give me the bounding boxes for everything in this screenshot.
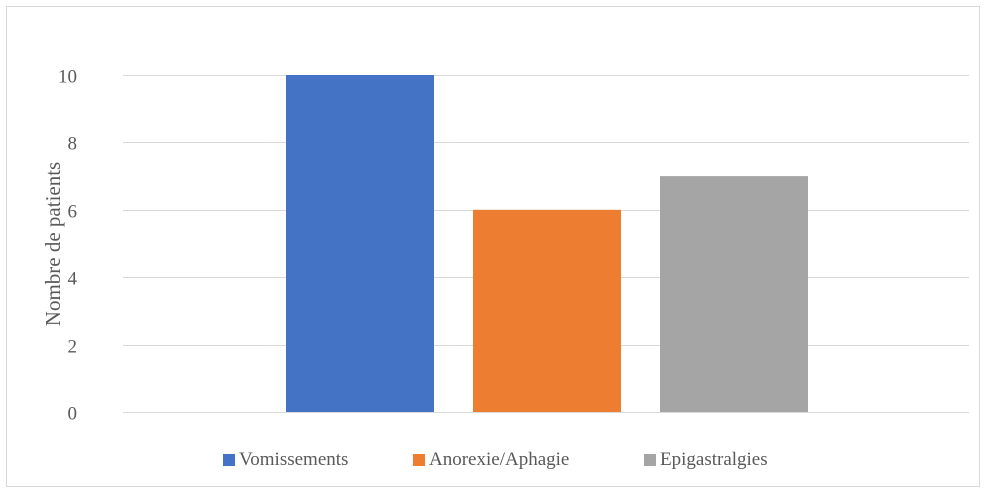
legend-label-vomissements: Vomissements: [239, 449, 348, 470]
y-tick-label: 6: [68, 202, 78, 223]
legend-label-epigastralgies: Epigastralgies: [660, 449, 768, 470]
bar-chart: 0 2 4 6 8 10 Nombre de patients Vomissements A…: [41, 67, 969, 470]
bars: [286, 75, 808, 412]
legend-swatch-anorexie-aphagie: [413, 454, 425, 466]
legend-label-anorexie-aphagie: Anorexie/Aphagie: [429, 449, 569, 470]
legend: Vomissements Anorexie/Aphagie Epigastralgi…: [223, 449, 768, 470]
y-tick-label: 0: [68, 404, 78, 425]
y-tick-label: 8: [68, 134, 78, 155]
y-axis-title: Nombre de patients: [41, 162, 65, 326]
legend-swatch-vomissements: [223, 454, 235, 466]
y-tick-label: 4: [68, 269, 78, 290]
y-tick-label: 2: [68, 337, 78, 358]
chart-frame: 0 2 4 6 8 10 Nombre de patients Vomissements A…: [6, 6, 980, 487]
bar-anorexie-aphagie: [473, 209, 621, 412]
bar-vomissements: [286, 75, 434, 412]
legend-swatch-epigastralgies: [644, 454, 656, 466]
bar-epigastralgies: [660, 176, 808, 412]
y-axis-ticks: 0 2 4 6 8 10: [58, 67, 78, 425]
y-tick-label: 10: [58, 67, 77, 88]
